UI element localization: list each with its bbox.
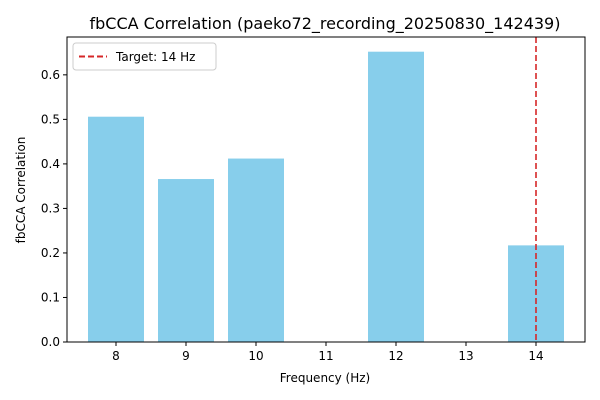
chart-title: fbCCA Correlation (paeko72_recording_202… — [90, 14, 561, 34]
y-axis-ticks: 0.0 0.1 0.2 0.3 0.4 0.5 0.6 — [41, 68, 67, 349]
x-tick-label: 11 — [318, 349, 333, 363]
y-tick-label: 0.5 — [41, 112, 60, 126]
bars — [88, 51, 564, 343]
x-tick-label: 9 — [182, 349, 190, 363]
bar-12hz — [368, 51, 424, 343]
bar-9hz — [158, 179, 214, 342]
y-tick-label: 0.4 — [41, 157, 60, 171]
y-axis-label: fbCCA Correlation — [14, 137, 28, 244]
y-tick-label: 0.0 — [41, 335, 60, 349]
legend: Target: 14 Hz — [72, 42, 217, 71]
x-tick-label: 10 — [248, 349, 263, 363]
y-tick-label: 0.1 — [41, 290, 60, 304]
bar-10hz — [228, 158, 284, 342]
x-tick-label: 13 — [458, 349, 473, 363]
x-tick-label: 14 — [528, 349, 543, 363]
legend-entry-target: Target: 14 Hz — [115, 50, 195, 64]
x-axis-ticks: 8 9 10 11 12 13 14 — [112, 342, 544, 363]
x-axis-label: Frequency (Hz) — [280, 371, 371, 385]
y-tick-label: 0.3 — [41, 201, 60, 215]
legend-box — [72, 42, 217, 71]
x-tick-label: 8 — [112, 349, 120, 363]
plot-frame — [66, 36, 586, 343]
y-tick-label: 0.2 — [41, 246, 60, 260]
bar-8hz — [88, 116, 144, 342]
y-tick-label: 0.6 — [41, 68, 60, 82]
x-tick-label: 12 — [388, 349, 403, 363]
